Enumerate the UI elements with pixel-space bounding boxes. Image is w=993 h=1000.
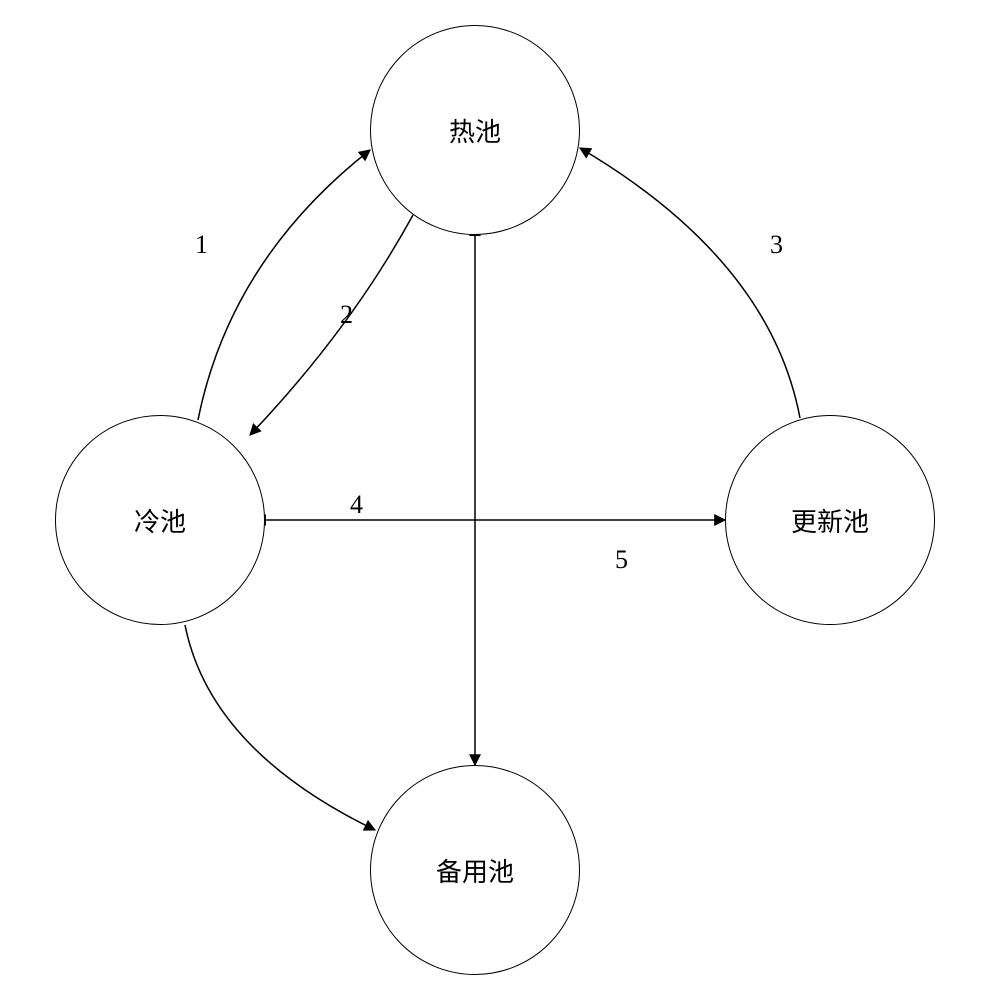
node-cold: 冷池 [55,415,265,625]
diagram-container: 热池冷池 更新池备用池 1 2 3 4 5 [0,0,993,1000]
node-label-cold: 冷池 [134,502,186,539]
node-update: 更新池 [725,415,935,625]
edge-label-e4: 4 [350,490,363,520]
edge-label-e5: 5 [615,545,628,575]
edge-e3 [580,148,800,418]
node-label-hot: 热池 [449,112,501,149]
edge-label-e3: 3 [770,230,783,260]
edge-label-e1: 1 [195,230,208,260]
node-hot: 热池 [370,25,580,235]
edge-e1 [198,150,370,420]
edge-e6 [185,625,375,830]
node-label-backup: 备用池 [436,852,514,889]
node-backup: 备用池 [370,765,580,975]
edge-label-e2: 2 [340,300,353,330]
node-label-update: 更新池 [791,502,869,539]
edge-e2 [250,215,413,435]
